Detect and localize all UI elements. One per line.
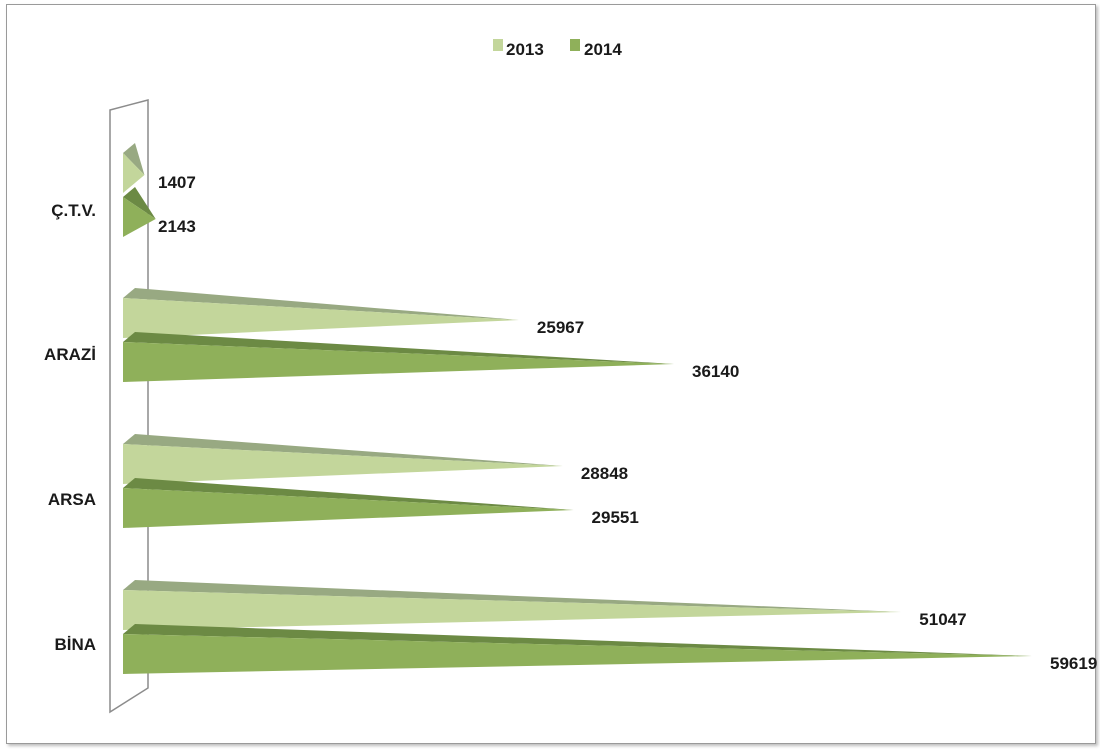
data-label-layer: 51047 59619 28848 29551 25967 36140 1407 2143 bbox=[158, 173, 1097, 673]
category-label-ctv: Ç.T.V. bbox=[51, 201, 96, 220]
cone-top-2014-arazi- bbox=[123, 332, 675, 364]
cone-top-2013-arsa bbox=[123, 434, 563, 466]
data-label-2014--t-v-: 2143 bbox=[158, 217, 196, 236]
data-label-2014-arazi-: 36140 bbox=[692, 362, 739, 381]
cone-bar-2014-arsa bbox=[123, 488, 574, 528]
data-label-2013-arazi-: 25967 bbox=[537, 318, 584, 337]
legend-label-2014: 2014 bbox=[584, 40, 622, 59]
cone-bar-2014-bi-na bbox=[123, 634, 1032, 674]
category-label-arsa: ARSA bbox=[48, 490, 96, 509]
legend: 2013 2014 bbox=[493, 39, 622, 59]
legend-swatch-2014 bbox=[570, 39, 580, 51]
cone-top-2014-bi-na bbox=[123, 624, 1032, 656]
plot-back-wall bbox=[109, 99, 149, 714]
cone-top-2014-arsa bbox=[123, 478, 574, 510]
cone-bar-2013-arazi- bbox=[123, 298, 519, 338]
cone-bar-2014-arazi- bbox=[123, 342, 675, 382]
legend-label-2013: 2013 bbox=[506, 40, 544, 59]
data-label-2013-bi-na: 51047 bbox=[919, 610, 966, 629]
data-label-2013-arsa: 28848 bbox=[581, 464, 628, 483]
bar-layer bbox=[123, 143, 1032, 674]
legend-swatch-2013 bbox=[493, 39, 503, 51]
cone-top-2013-bi-na bbox=[123, 580, 902, 612]
cone-bar-2013-bi-na bbox=[123, 590, 902, 630]
data-label-2013--t-v-: 1407 bbox=[158, 173, 196, 192]
category-labels: BİNA ARSA ARAZİ Ç.T.V. bbox=[44, 201, 96, 654]
data-label-2014-bi-na: 59619 bbox=[1050, 654, 1097, 673]
cone-bar-2014--t-v- bbox=[123, 197, 156, 237]
cone-bar-2013--t-v- bbox=[123, 153, 145, 193]
category-label-bina: BİNA bbox=[54, 635, 96, 654]
category-label-arazi: ARAZİ bbox=[44, 345, 96, 364]
cone-top-2013--t-v- bbox=[123, 143, 145, 175]
cone-top-2014--t-v- bbox=[123, 187, 156, 219]
cone-bar-2013-arsa bbox=[123, 444, 563, 484]
data-label-2014-arsa: 29551 bbox=[592, 508, 639, 527]
cone-top-2013-arazi- bbox=[123, 288, 519, 320]
